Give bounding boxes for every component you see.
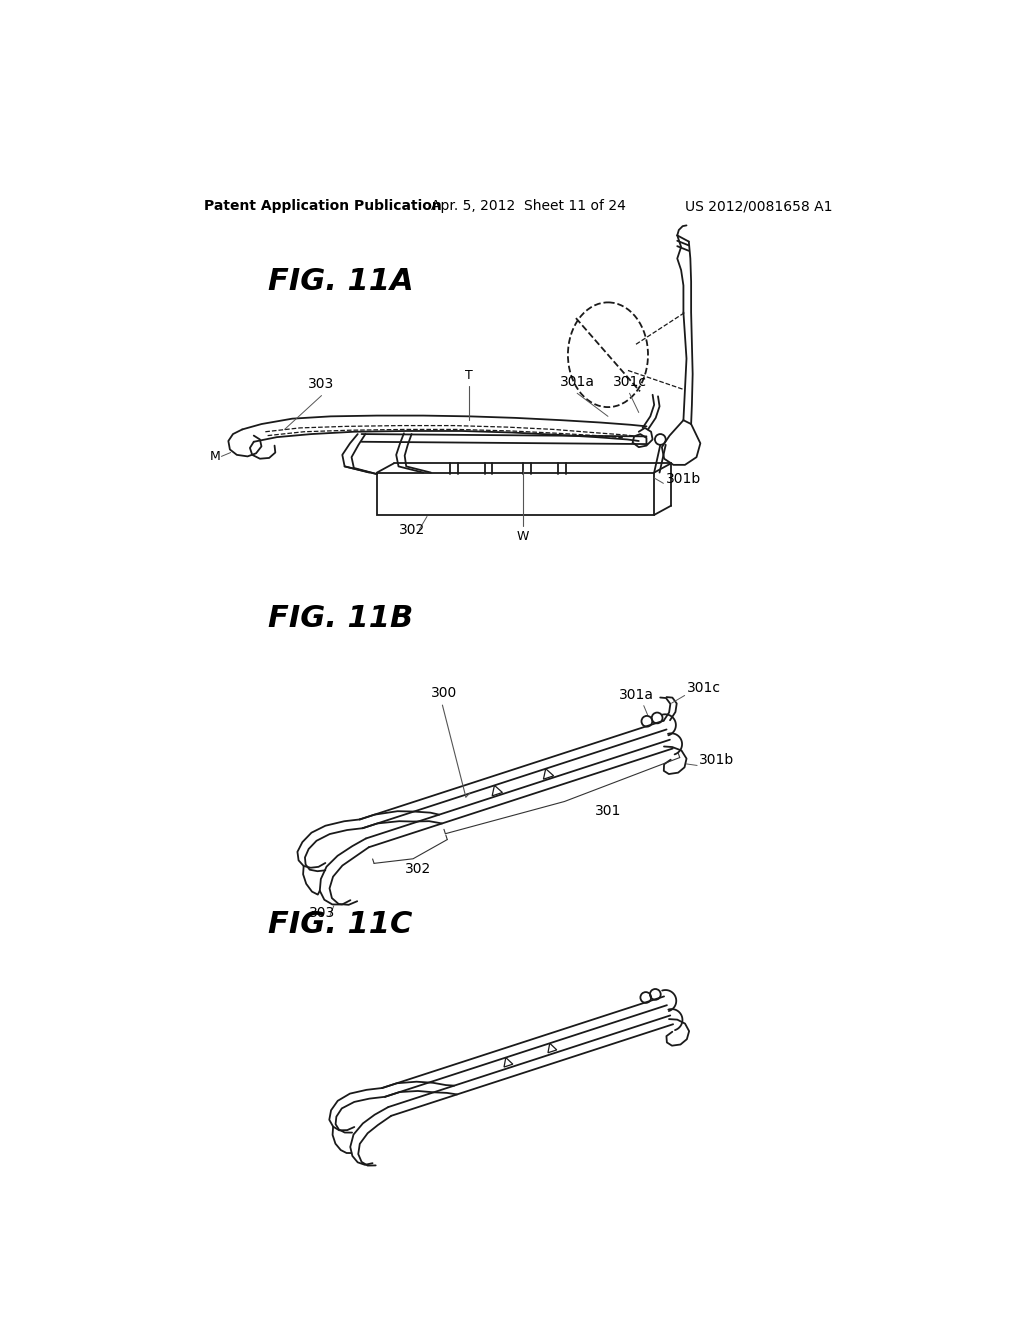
Text: T: T [466,368,473,381]
Text: US 2012/0081658 A1: US 2012/0081658 A1 [685,199,833,213]
Text: FIG. 11C: FIG. 11C [267,909,412,939]
Text: M: M [210,450,220,463]
Text: 302: 302 [398,523,425,537]
Text: 303: 303 [308,378,335,391]
Text: FIG. 11A: FIG. 11A [267,267,414,296]
Text: Apr. 5, 2012  Sheet 11 of 24: Apr. 5, 2012 Sheet 11 of 24 [431,199,626,213]
Text: FIG. 11B: FIG. 11B [267,603,413,632]
Text: 301a: 301a [618,689,653,702]
Text: 300: 300 [431,686,457,701]
Text: W: W [517,531,529,544]
Text: 301: 301 [595,804,622,818]
Text: 301c: 301c [612,375,646,388]
Text: 303: 303 [309,907,335,920]
Text: 301b: 301b [699,752,734,767]
Text: 301c: 301c [687,681,721,694]
Text: 301a: 301a [560,375,595,388]
Bar [377,473,654,515]
Text: 301b: 301b [666,473,701,486]
Text: Patent Application Publication: Patent Application Publication [204,199,441,213]
Text: 302: 302 [406,862,431,875]
